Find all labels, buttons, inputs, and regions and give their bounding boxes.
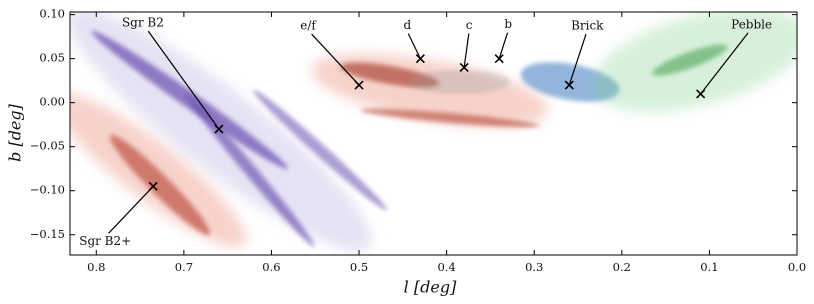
- marker: [354, 80, 364, 90]
- y-tick-label: 0.05: [39, 51, 65, 65]
- annotation: c: [466, 18, 473, 32]
- annotation: Sgr B2+: [79, 234, 131, 248]
- y-tick-label: −0.10: [30, 183, 65, 197]
- x-tick-label: 0.6: [262, 260, 280, 274]
- marker: [494, 54, 504, 64]
- y-tick-label: −0.05: [30, 139, 65, 153]
- x-tick-label: 0.7: [175, 260, 193, 274]
- y-tick-label: 0.10: [39, 7, 65, 21]
- annotation-line: [463, 33, 470, 68]
- annotation-line: [568, 33, 587, 86]
- annotation: Pebble: [731, 17, 772, 31]
- y-tick-label: 0.00: [39, 95, 65, 109]
- annotation-line: [108, 185, 154, 234]
- x-tick-label: 0.8: [87, 260, 105, 274]
- x-tick-label: 0.2: [613, 260, 631, 274]
- y-tick-label: −0.15: [30, 227, 65, 241]
- plot-frame: [69, 11, 798, 256]
- marker: [415, 54, 425, 64]
- annotation: e/f: [300, 19, 317, 33]
- x-tick-label: 0.0: [788, 260, 806, 274]
- marker: [214, 124, 224, 134]
- x-tick-label: 0.1: [700, 260, 718, 274]
- annotation: d: [404, 18, 412, 32]
- annotation-line: [700, 32, 749, 95]
- annotation-line: [311, 33, 360, 86]
- annotation: Sgr B2: [122, 16, 164, 30]
- y-axis-label: b [deg]: [6, 103, 25, 162]
- x-tick-label: 0.3: [525, 260, 543, 274]
- x-tick-label: 0.5: [350, 260, 368, 274]
- x-tick-label: 0.4: [437, 260, 455, 274]
- annotation: b: [504, 17, 512, 31]
- annotation: Brick: [571, 19, 604, 33]
- marker: [564, 80, 574, 90]
- x-axis-label: l [deg]: [404, 278, 457, 297]
- marker: [148, 181, 158, 191]
- annotation-line: [498, 32, 509, 59]
- marker: [459, 62, 469, 73]
- emission-map: [70, 12, 797, 252]
- marker: [696, 89, 706, 99]
- annotation-line: [407, 33, 421, 59]
- annotation-line: [147, 30, 220, 130]
